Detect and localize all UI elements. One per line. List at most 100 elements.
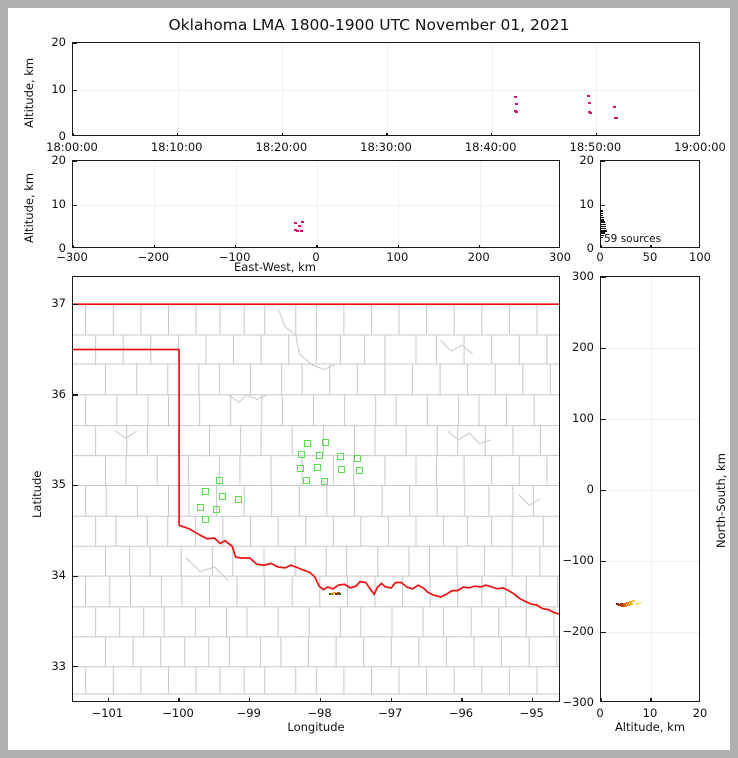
lma-station-marker [304,440,312,448]
source-point [625,601,629,604]
lma-station-marker [355,466,363,474]
source-point [331,593,335,596]
tick-label: 0 [312,250,320,264]
tick-mark [491,133,493,135]
histogram-bar [601,212,603,215]
tick-label: −200 [562,624,594,638]
source-point [628,601,632,604]
p2-xlabel: East-West, km [234,260,316,274]
tick-mark [601,560,606,562]
lma-station-marker [215,476,223,484]
source-point [588,111,592,114]
tick-mark [397,245,399,247]
tick-mark [601,631,606,633]
tick-label: 35 [51,477,66,492]
tick-label: −300 [56,250,88,264]
tick-label: 18:00:00 [46,140,98,154]
lma-station-marker [219,492,227,500]
panel-altitude-histogram[interactable] [600,160,700,248]
source-point [587,95,591,98]
tick-mark [73,666,78,668]
lma-station-marker [302,477,310,485]
p2-ylabel: Altitude, km [22,172,36,243]
p5-ylabel: North-South, km [714,453,728,548]
tick-label: 100 [689,250,711,264]
histogram-bar [601,236,603,239]
lma-station-marker [213,505,221,513]
tick-mark [479,245,481,247]
histogram-bar [601,232,605,234]
tick-mark [73,394,78,396]
histogram-bar [601,219,604,221]
source-point [615,117,619,120]
source-point [588,102,592,105]
tick-label: 300 [549,250,571,264]
tick-label: 20 [51,153,66,167]
tick-label: 0 [596,250,604,264]
panel-eastwest-height[interactable] [72,160,560,248]
histogram-bar [601,234,604,237]
tick-label: 0 [596,706,604,720]
source-point [619,602,623,605]
lma-station-marker [297,451,305,459]
source-point [300,229,304,232]
panel-time-height[interactable] [72,42,700,136]
source-point [622,602,626,605]
tick-mark [73,204,77,206]
tick-mark [73,245,74,247]
tick-mark [650,245,652,247]
source-point [639,601,642,604]
panel-plan-view-map[interactable] [72,276,560,702]
tick-label: 0 [586,241,594,255]
tick-label: −99 [236,706,261,720]
source-count-label: 59 sources [604,233,662,245]
tick-label: 20 [51,35,66,49]
tick-mark [532,698,534,701]
lma-station-marker [313,463,321,471]
tick-mark [316,245,318,247]
p4-xlabel: Longitude [287,720,345,734]
tick-label: 100 [572,411,594,425]
tick-label: 33 [51,658,66,673]
lma-station-marker [320,478,328,486]
tick-mark [319,698,322,701]
tick-mark [107,698,109,701]
source-point [514,102,518,105]
tick-label: 19:00:00 [674,140,726,154]
tick-label: 200 [467,250,490,264]
tick-mark [601,204,605,206]
source-point [630,603,633,606]
tick-label: 18:20:00 [255,140,308,154]
lma-station-marker [196,503,204,511]
source-point [515,110,519,113]
p4-ylabel: Latitude [30,470,44,518]
p1-ylabel: Altitude, km [22,57,36,128]
tick-label: 18:10:00 [150,140,203,154]
histogram-bar [601,214,603,217]
source-point [328,593,332,596]
tick-label: −100 [162,706,194,720]
lma-station-marker [202,488,210,496]
tick-label: 10 [579,197,594,211]
source-point [298,225,302,228]
source-point [513,95,517,98]
lma-station-marker [336,452,344,460]
histogram-bar [601,228,606,230]
tick-mark [390,698,392,701]
tick-label: −100 [562,553,594,567]
source-point [334,593,338,596]
tick-mark [386,133,388,135]
panel-northsouth-altitude[interactable] [600,276,700,702]
source-point [300,221,304,224]
tick-label: −97 [378,706,403,720]
tick-mark [178,698,180,701]
histogram-bar [601,210,603,212]
tick-label: 37 [51,296,66,311]
tick-mark [595,133,597,135]
tick-mark [73,575,78,577]
histogram-bar [601,221,605,223]
tick-mark [73,484,78,487]
lma-station-marker [321,439,329,447]
tick-mark [73,133,74,135]
map-geography [73,303,559,695]
